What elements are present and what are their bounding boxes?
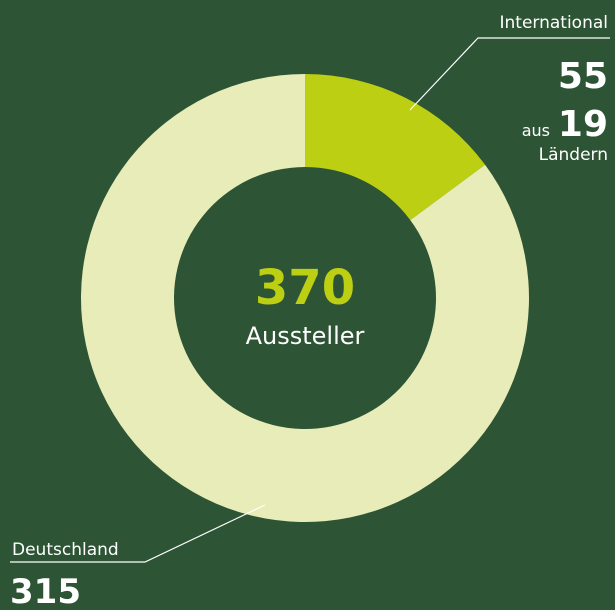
center-label: Aussteller xyxy=(246,322,365,350)
leader-line xyxy=(409,37,610,111)
donut-slice xyxy=(81,74,530,522)
detail-suffix: Ländern xyxy=(539,145,608,165)
detail-value: 19 xyxy=(558,104,608,145)
leader-line xyxy=(10,504,266,563)
category-label: Deutschland xyxy=(12,540,119,560)
category-label: International xyxy=(500,13,609,33)
detail-prefix: aus xyxy=(522,121,550,140)
value-label: 315 xyxy=(10,572,81,610)
center-value: 370 xyxy=(255,260,355,316)
slices xyxy=(81,74,530,522)
value-label: 55 xyxy=(558,56,608,97)
donut-slice xyxy=(305,74,486,221)
